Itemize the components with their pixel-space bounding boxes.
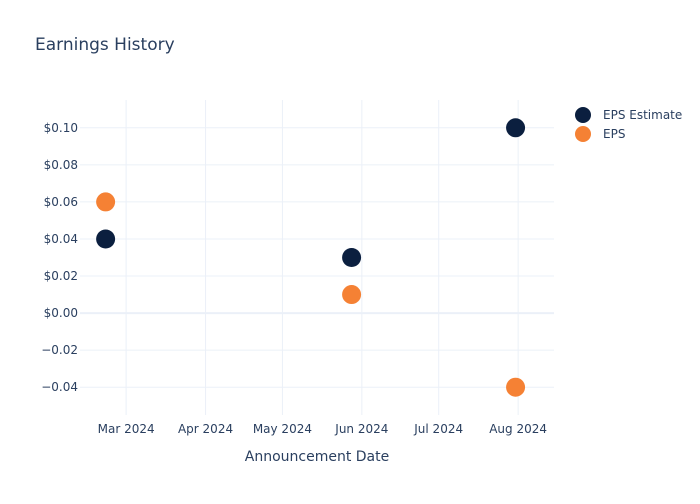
legend-label: EPS Estimate — [603, 108, 682, 122]
data-point-eps[interactable] — [96, 192, 116, 212]
y-tick-label: −0.04 — [41, 380, 78, 394]
y-tick-label: $0.06 — [44, 195, 78, 209]
legend-item-eps-estimate[interactable]: EPS Estimate — [575, 107, 682, 123]
chart-title: Earnings History — [35, 35, 175, 55]
y-tick-label: $0.08 — [44, 158, 78, 172]
x-axis-title: Announcement Date — [245, 449, 389, 465]
y-tick-label: $0.10 — [44, 121, 78, 135]
data-point-eps[interactable] — [342, 285, 362, 305]
x-tick-label: Mar 2024 — [98, 422, 155, 436]
legend-marker — [575, 126, 591, 142]
legend[interactable]: EPS Estimate EPS — [575, 107, 682, 142]
x-tick-label: Aug 2024 — [489, 422, 547, 436]
x-tick-label: Apr 2024 — [178, 422, 233, 436]
y-tick-label: −0.02 — [41, 343, 78, 357]
axis-layer: Mar 2024 Apr 2024 May 2024 Jun 2024 Jul 2024… — [41, 121, 547, 436]
legend-item-eps[interactable]: EPS — [575, 126, 625, 142]
data-point-eps-estimate[interactable] — [96, 229, 116, 249]
data-point-eps-estimate[interactable] — [506, 118, 526, 138]
grid-layer — [80, 100, 554, 415]
legend-label: EPS — [603, 127, 625, 141]
y-tick-label: $0.04 — [44, 232, 78, 246]
x-tick-label: Jul 2024 — [413, 422, 463, 436]
x-tick-label: May 2024 — [253, 422, 312, 436]
data-point-eps[interactable] — [506, 377, 526, 397]
y-tick-label: $0.00 — [44, 306, 78, 320]
marks-layer — [96, 118, 526, 397]
data-point-eps-estimate[interactable] — [342, 248, 362, 267]
legend-marker — [575, 107, 591, 123]
x-tick-label: Jun 2024 — [334, 422, 388, 436]
y-tick-label: $0.02 — [44, 269, 78, 283]
